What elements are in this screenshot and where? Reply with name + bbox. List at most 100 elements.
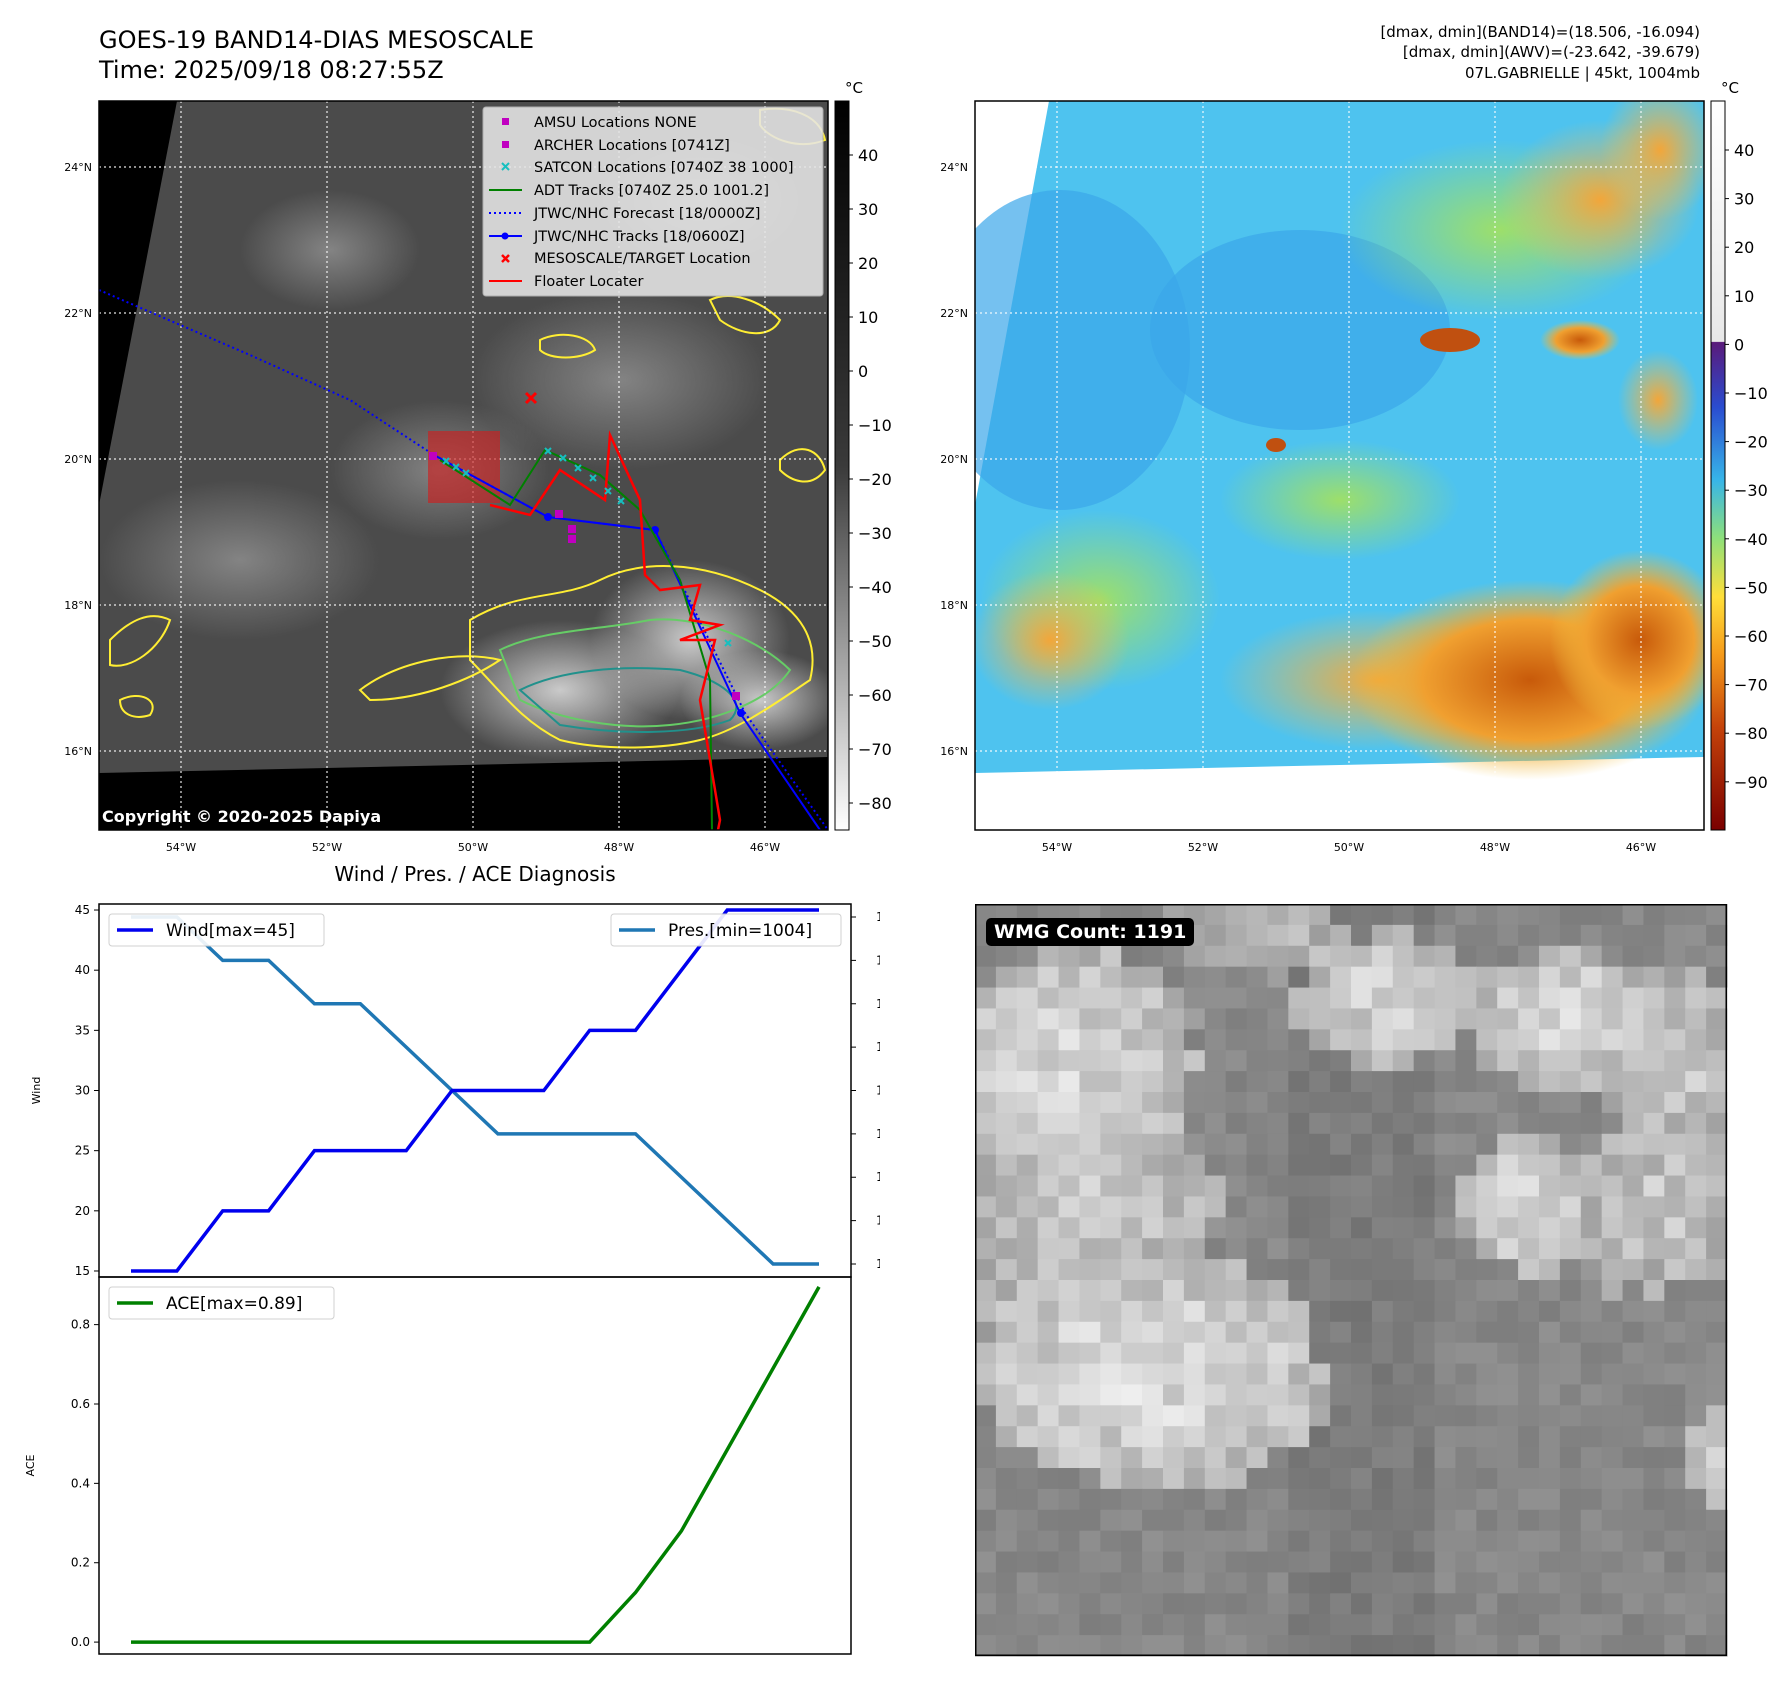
colorbar-tick-label: −20 (1734, 433, 1768, 452)
lat-label: 22°N (940, 307, 968, 320)
colorbar-tick-label: 40 (1734, 141, 1754, 160)
colorbar-tick-label: 30 (1734, 190, 1754, 209)
lon-label: 52°W (1188, 841, 1218, 854)
satcon-markers (442, 447, 732, 647)
colorbar-tick-label: 0 (1734, 335, 1744, 354)
diagnosis-chart: 15 20 25 30 35 40 45 1004 1005 1006 1007 1008 1009 10… (24, 903, 880, 1655)
lon-label: 48°W (604, 841, 634, 854)
figure-time: Time: 2025/09/18 08:27:55Z (99, 56, 444, 84)
wind-axis-label: Wind (30, 1077, 43, 1105)
colorbar-tick-label: −80 (858, 794, 892, 813)
lat-label: 20°N (64, 453, 92, 466)
ace-axis-label: ACE (24, 1454, 37, 1476)
lon-label: 54°W (166, 841, 196, 854)
archer-markers (429, 452, 740, 700)
lat-label: 18°N (64, 599, 92, 612)
wmg-panel (975, 904, 1728, 1657)
y-tick-label: 0.8 (71, 1318, 90, 1332)
colorbar-tick-label: −50 (1734, 578, 1768, 597)
legend-amsu: AMSU Locations NONE (534, 115, 697, 131)
color-colorbar (1710, 100, 1726, 831)
info-text-2: [dmax, dmin](AWV)=(-23.642, -39.679) (1402, 43, 1700, 61)
ace-legend-label: ACE[max=0.89] (166, 1294, 302, 1314)
lon-label: 54°W (1042, 841, 1072, 854)
y-tick-label: 15 (75, 1264, 90, 1278)
y2-tick-label: 1008 (876, 1084, 880, 1098)
y-tick-label: 40 (75, 963, 90, 977)
y2-tick-label: 1004 (876, 1257, 880, 1271)
colorbar-tick-label: −90 (1734, 773, 1768, 792)
colorbar-tick-label: −30 (858, 524, 892, 543)
y2-tick-label: 1007 (876, 1127, 880, 1141)
wmg-count-label: WMG Count: 1191 (994, 921, 1187, 943)
colorbar-tick-label: 20 (1734, 238, 1754, 257)
lat-label: 24°N (940, 161, 968, 174)
wmg-count-badge: WMG Count: 1191 (986, 918, 1195, 946)
track-point (737, 709, 745, 717)
colorbar-tick-label: −60 (1734, 627, 1768, 646)
lon-label: 48°W (1480, 841, 1510, 854)
lon-label: 52°W (312, 841, 342, 854)
colorbar-tick-label: 10 (1734, 287, 1754, 306)
colorbar-tick-label: −20 (858, 470, 892, 489)
color-colorbar-unit: °C (1721, 79, 1739, 97)
lat-label: 18°N (940, 599, 968, 612)
lat-label: 16°N (64, 745, 92, 758)
ir-map-panel: Copyright © 2020-2025 Dapiya AMSU Locati… (64, 79, 1768, 854)
pressure-legend: Pres.[min=1004] (610, 913, 842, 947)
ace-series-line (131, 1286, 821, 1644)
wind-legend: Wind[max=45] (108, 913, 325, 947)
pressure-series-line (131, 915, 819, 1266)
lat-label: 24°N (64, 161, 92, 174)
pressure-legend-label: Pres.[min=1004] (668, 921, 812, 941)
y-tick-label: 0.2 (71, 1556, 90, 1570)
track-point (544, 513, 552, 521)
lat-label: 22°N (64, 307, 92, 320)
colorbar-tick-label: −80 (1734, 724, 1768, 743)
y2-tick-label: 1009 (876, 1040, 880, 1054)
legend-floater: Floater Locater (534, 274, 643, 290)
colorbar-tick-label: −10 (858, 416, 892, 435)
y-tick-label: 20 (75, 1204, 90, 1218)
colorbar-tick-label: 40 (858, 146, 878, 165)
wmg-pixels (975, 904, 1728, 1657)
lon-label: 46°W (1626, 841, 1656, 854)
info-text-1: [dmax, dmin](BAND14)=(18.506, -16.094) (1380, 23, 1700, 41)
colorbar-tick-label: 20 (858, 254, 878, 273)
copyright-text: Copyright © 2020-2025 Dapiya (102, 807, 381, 826)
colorbar-tick-label: −10 (1734, 384, 1768, 403)
jtwc-forecast-track (99, 289, 828, 830)
y-tick-label: 35 (75, 1023, 90, 1037)
ace-legend: ACE[max=0.89] (108, 1286, 335, 1320)
y2-tick-label: 1010 (876, 997, 880, 1011)
colorbar-tick-label: −70 (1734, 676, 1768, 695)
colorbar-tick-label: 10 (858, 308, 878, 327)
wind-series-line (131, 908, 819, 1273)
wind-legend-label: Wind[max=45] (166, 921, 295, 941)
adt-track (439, 448, 713, 830)
lat-label: 16°N (940, 745, 968, 758)
ace-axes (98, 1276, 852, 1655)
colorbar-tick-label: −40 (858, 578, 892, 597)
figure-title: GOES-19 BAND14-DIAS MESOSCALE (99, 26, 535, 54)
map-legend: AMSU Locations NONE ARCHER Locations [07… (482, 106, 824, 297)
legend-adt: ADT Tracks [0740Z 25.0 1001.2] (534, 183, 769, 199)
legend-forecast: JTWC/NHC Forecast [18/0000Z] (533, 206, 760, 222)
lat-label: 20°N (940, 453, 968, 466)
y-tick-label: 45 (75, 903, 90, 917)
legend-target: MESOSCALE/TARGET Location (534, 251, 751, 267)
diagnosis-title: Wind / Pres. / ACE Diagnosis (334, 862, 616, 886)
y2-tick-label: 1005 (876, 1214, 880, 1228)
y-tick-label: 0.0 (71, 1635, 90, 1649)
y-tick-label: 30 (75, 1084, 90, 1098)
colorbar-tick-label: 30 (858, 200, 878, 219)
colorbar-tick-label: −50 (858, 632, 892, 651)
lon-label: 50°W (458, 841, 488, 854)
colorbar-tick-label: −40 (1734, 530, 1768, 549)
gray-colorbar-unit: °C (845, 79, 863, 97)
colorbar-tick-label: −30 (1734, 481, 1768, 500)
colorbar-tick-label: −60 (858, 686, 892, 705)
y-tick-label: 25 (75, 1144, 90, 1158)
target-marker (524, 391, 538, 405)
y-tick-label: 0.6 (71, 1397, 90, 1411)
